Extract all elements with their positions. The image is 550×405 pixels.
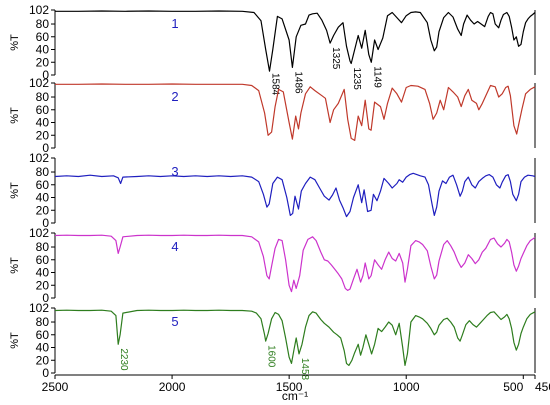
y-tick-label: 80 [36, 315, 50, 329]
y-tick-label: 60 [36, 253, 50, 267]
peak-label-1584: 1584 [269, 73, 280, 96]
x-tick-label: 1500 [276, 380, 303, 394]
y-tick-label: 102 [29, 151, 49, 165]
peak-label-1235: 1235 [351, 68, 362, 91]
y-tick-label: 40 [36, 191, 50, 205]
spectrum-line-3 [54, 172, 536, 218]
y-tick-label: 0 [42, 291, 49, 305]
spectrum-line-5 [54, 309, 536, 366]
y-tick-label: 102 [29, 301, 49, 315]
y-axis-label: %T [9, 107, 21, 124]
trace-number-5: 5 [171, 314, 178, 329]
y-tick-label: 80 [36, 17, 50, 31]
y-tick-label: 60 [36, 30, 50, 44]
y-tick-label: 80 [36, 165, 50, 179]
y-tick-label: 0 [42, 141, 49, 155]
peak-label-1458: 1458 [299, 358, 310, 381]
spectrum-line-4 [54, 234, 536, 293]
trace-number-1: 1 [171, 16, 178, 31]
y-tick-label: 0 [42, 366, 49, 380]
y-tick-label: 20 [36, 128, 50, 142]
y-tick-label: 60 [36, 178, 50, 192]
y-tick-label: 0 [42, 216, 49, 230]
trace-number-4: 4 [171, 239, 178, 254]
y-tick-label: 60 [36, 328, 50, 342]
y-tick-label: 60 [36, 103, 50, 117]
peak-label-1149: 1149 [371, 66, 382, 88]
y-tick-label: 20 [36, 353, 50, 367]
y-tick-label: 20 [36, 203, 50, 217]
y-tick-label: 102 [29, 76, 49, 90]
y-tick-label: 0 [42, 68, 49, 82]
y-tick-label: 40 [36, 116, 50, 130]
peak-label-2230: 2230 [118, 348, 129, 371]
y-tick-label: 102 [29, 3, 49, 17]
peak-label-1325: 1325 [330, 47, 341, 70]
trace-number-3: 3 [171, 164, 178, 179]
x-tick-label: 450 [535, 380, 550, 394]
peak-label-1600: 1600 [266, 345, 277, 368]
y-tick-label: 40 [36, 341, 50, 355]
y-tick-label: 20 [36, 278, 50, 292]
x-tick-label: 500 [503, 380, 523, 394]
spectrum-line-1 [55, 10, 536, 72]
y-tick-label: 80 [36, 90, 50, 104]
y-tick-label: 40 [36, 43, 50, 57]
x-tick-label: 2000 [159, 380, 186, 394]
x-tick-label: 1000 [393, 380, 420, 394]
spectrum-line-2 [55, 83, 536, 141]
y-axis-label: %T [9, 34, 21, 51]
y-tick-label: 40 [36, 266, 50, 280]
trace-number-2: 2 [171, 89, 178, 104]
y-axis-label: %T [9, 332, 21, 349]
peak-label-1486: 1486 [292, 71, 303, 94]
y-axis-label: %T [9, 257, 21, 274]
x-axis-label: cm⁻¹ [282, 389, 308, 403]
x-tick-label: 2500 [42, 380, 69, 394]
y-axis-label: %T [9, 182, 21, 199]
y-tick-label: 102 [29, 226, 49, 240]
y-tick-label: 20 [36, 55, 50, 69]
y-tick-label: 80 [36, 240, 50, 254]
